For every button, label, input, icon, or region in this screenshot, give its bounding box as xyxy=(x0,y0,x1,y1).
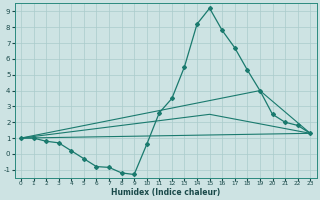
X-axis label: Humidex (Indice chaleur): Humidex (Indice chaleur) xyxy=(111,188,220,197)
